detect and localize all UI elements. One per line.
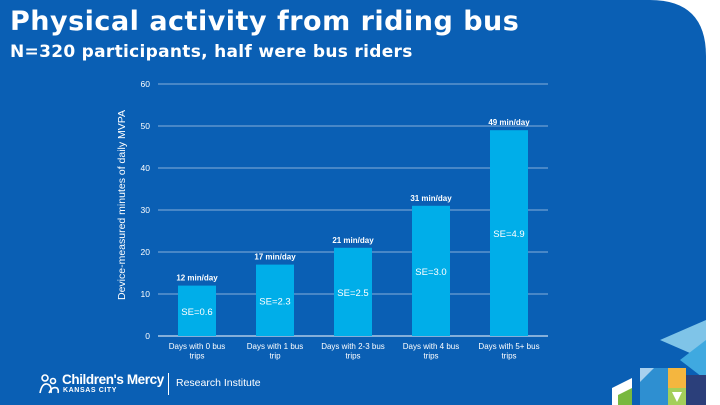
bar (178, 285, 216, 336)
bar (256, 264, 294, 336)
childrens-mercy-logo: Children's Mercy KANSAS CITY Research In… (38, 371, 268, 399)
x-tick-label: Days with 1 bus trip (247, 342, 303, 361)
y-tick-label: 60 (141, 79, 151, 89)
slide-subtitle: N=320 participants, half were bus riders (10, 42, 413, 62)
family-mark-icon (39, 374, 60, 394)
bar (334, 247, 372, 336)
logo-institute: Research Institute (176, 377, 261, 389)
bar-se-label: SE=2.5 (337, 288, 368, 299)
y-tick-label: 0 (145, 331, 150, 341)
y-axis-ticks: 0 10 20 30 40 50 60 (141, 79, 151, 341)
y-tick-label: 40 (141, 163, 151, 173)
y-tick-label: 50 (141, 121, 151, 131)
y-tick-label: 30 (141, 205, 151, 215)
x-axis-ticks: Days with 0 bus trips Days with 1 bus trip D… (169, 342, 540, 361)
bar (412, 205, 450, 336)
bars (178, 130, 528, 336)
bar-value-label: 21 min/day (332, 236, 374, 245)
bar-labels: 12 min/day SE=0.6 17 min/day SE=2.3 21 min/d… (176, 118, 530, 318)
y-tick-label: 10 (141, 289, 151, 299)
logo-divider (168, 373, 169, 395)
bar-value-label: 31 min/day (410, 194, 452, 203)
bar-se-label: SE=3.0 (415, 267, 446, 278)
bar-value-label: 49 min/day (488, 118, 530, 127)
bar-se-label: SE=0.6 (181, 307, 212, 318)
bar-se-label: SE=2.3 (259, 296, 290, 307)
logo-city: KANSAS CITY (63, 387, 118, 394)
slide-title: Physical activity from riding bus (10, 6, 520, 37)
y-tick-label: 20 (141, 247, 151, 257)
x-tick-label: Days with 5+ bus trips (478, 342, 539, 361)
x-tick-label: Days with 4 bus trips (403, 342, 459, 361)
decorative-corner-pattern (612, 320, 706, 405)
x-tick-label: Days with 0 bus trips (169, 342, 225, 361)
y-axis-label: Device-measured minutes of daily MVPA (116, 110, 128, 300)
x-tick-label: Days with 2-3 bus trips (321, 342, 385, 361)
bar-value-label: 12 min/day (176, 274, 218, 283)
bar-se-label: SE=4.9 (493, 229, 524, 240)
bar-value-label: 17 min/day (254, 253, 296, 262)
bar (490, 130, 528, 336)
logo-brand-name: Children's Mercy (62, 372, 164, 387)
